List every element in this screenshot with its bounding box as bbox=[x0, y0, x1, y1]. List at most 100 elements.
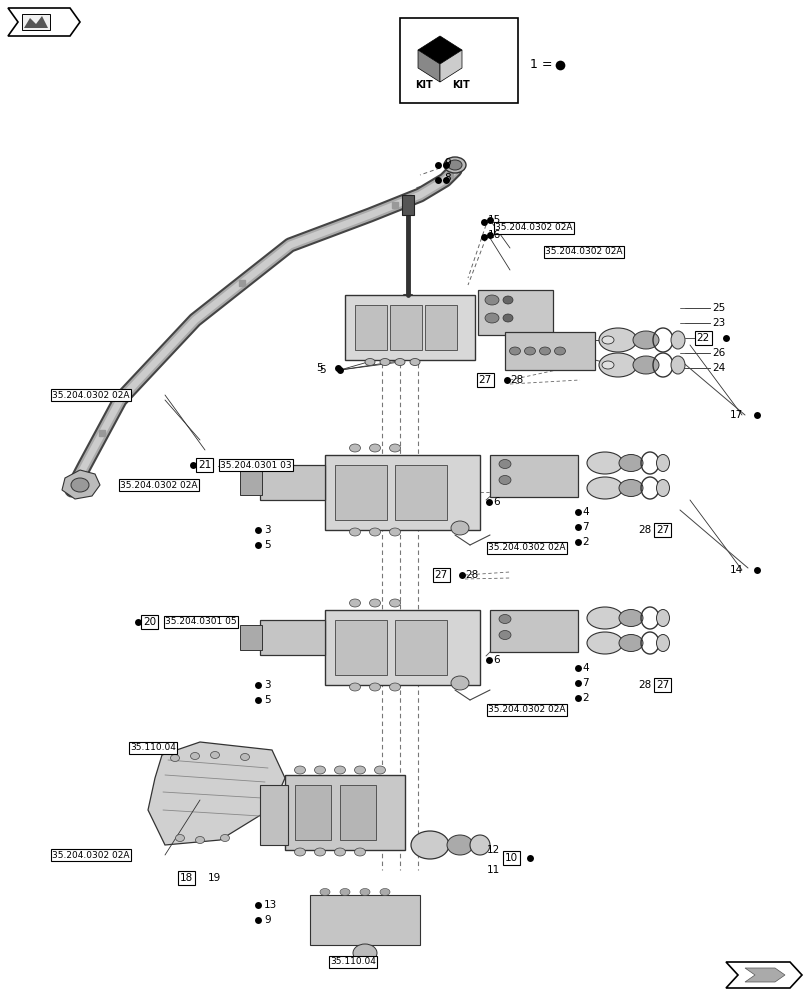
Ellipse shape bbox=[599, 328, 636, 352]
Ellipse shape bbox=[470, 835, 489, 855]
Ellipse shape bbox=[586, 477, 622, 499]
Ellipse shape bbox=[499, 631, 510, 640]
Ellipse shape bbox=[448, 160, 461, 170]
Ellipse shape bbox=[484, 295, 499, 305]
Ellipse shape bbox=[380, 359, 389, 365]
Ellipse shape bbox=[389, 599, 400, 607]
Text: 4: 4 bbox=[581, 507, 588, 517]
Bar bbox=[340, 785, 375, 840]
Text: 7: 7 bbox=[581, 522, 588, 532]
Bar bbox=[354, 305, 387, 350]
Ellipse shape bbox=[353, 944, 376, 962]
Ellipse shape bbox=[410, 359, 419, 365]
Ellipse shape bbox=[334, 848, 345, 856]
Ellipse shape bbox=[170, 754, 179, 762]
Ellipse shape bbox=[354, 766, 365, 774]
Ellipse shape bbox=[586, 607, 622, 629]
Polygon shape bbox=[148, 742, 285, 845]
Bar bbox=[324, 610, 479, 685]
Text: 10: 10 bbox=[504, 853, 517, 863]
Ellipse shape bbox=[191, 752, 200, 760]
Text: 12: 12 bbox=[487, 845, 500, 855]
Text: 35.204.0302 02A: 35.204.0302 02A bbox=[52, 390, 129, 399]
Text: 35.204.0302 02A: 35.204.0302 02A bbox=[52, 850, 129, 859]
Text: 13: 13 bbox=[264, 900, 277, 910]
Ellipse shape bbox=[655, 635, 669, 652]
Bar bbox=[389, 305, 422, 350]
Text: 5: 5 bbox=[316, 363, 323, 373]
Ellipse shape bbox=[499, 614, 510, 624]
Ellipse shape bbox=[369, 683, 380, 691]
Ellipse shape bbox=[175, 834, 184, 842]
Bar bbox=[240, 625, 262, 650]
Text: 35.204.0302 02A: 35.204.0302 02A bbox=[495, 224, 572, 232]
Ellipse shape bbox=[389, 444, 400, 452]
Ellipse shape bbox=[450, 676, 469, 690]
Text: 2: 2 bbox=[581, 537, 588, 547]
Ellipse shape bbox=[502, 314, 513, 322]
Text: 5: 5 bbox=[264, 695, 270, 705]
Text: 5: 5 bbox=[319, 365, 325, 375]
Ellipse shape bbox=[294, 766, 305, 774]
Ellipse shape bbox=[374, 766, 385, 774]
Ellipse shape bbox=[349, 683, 360, 691]
Bar bbox=[335, 465, 387, 520]
Bar bbox=[22, 14, 50, 30]
Bar bbox=[401, 195, 414, 215]
Ellipse shape bbox=[394, 359, 405, 365]
Ellipse shape bbox=[320, 888, 329, 896]
Ellipse shape bbox=[349, 599, 360, 607]
Text: 35.204.0302 02A: 35.204.0302 02A bbox=[544, 247, 622, 256]
Text: 20: 20 bbox=[143, 617, 156, 627]
Ellipse shape bbox=[618, 480, 642, 496]
Bar bbox=[504, 332, 594, 370]
Bar bbox=[400, 18, 517, 103]
Text: 4: 4 bbox=[581, 663, 588, 673]
Ellipse shape bbox=[349, 444, 360, 452]
Text: KIT: KIT bbox=[452, 80, 470, 90]
Text: KIT: KIT bbox=[414, 80, 432, 90]
Ellipse shape bbox=[618, 609, 642, 626]
Bar bbox=[310, 895, 419, 945]
Text: 8: 8 bbox=[444, 173, 450, 183]
Ellipse shape bbox=[450, 521, 469, 535]
Bar bbox=[394, 465, 446, 520]
Bar bbox=[478, 290, 552, 335]
Ellipse shape bbox=[539, 347, 550, 355]
Ellipse shape bbox=[601, 361, 613, 369]
Ellipse shape bbox=[670, 331, 684, 349]
Ellipse shape bbox=[655, 454, 669, 472]
Ellipse shape bbox=[410, 831, 448, 859]
Ellipse shape bbox=[508, 347, 520, 355]
Ellipse shape bbox=[314, 766, 325, 774]
Text: 35.204.0301 03: 35.204.0301 03 bbox=[220, 460, 291, 470]
Ellipse shape bbox=[369, 599, 380, 607]
Ellipse shape bbox=[446, 835, 473, 855]
Text: 35.110.04: 35.110.04 bbox=[329, 958, 375, 966]
Ellipse shape bbox=[554, 347, 564, 355]
Ellipse shape bbox=[444, 157, 466, 173]
Ellipse shape bbox=[618, 454, 642, 472]
Bar bbox=[260, 785, 288, 845]
Text: 16: 16 bbox=[487, 230, 500, 240]
Text: 24: 24 bbox=[711, 363, 724, 373]
Ellipse shape bbox=[499, 476, 510, 485]
Text: 28: 28 bbox=[637, 680, 650, 690]
Text: 9: 9 bbox=[444, 158, 450, 168]
Text: 35.110.04: 35.110.04 bbox=[130, 744, 176, 752]
Text: 3: 3 bbox=[264, 680, 270, 690]
Bar bbox=[345, 295, 474, 360]
Text: 35.204.0301 05: 35.204.0301 05 bbox=[165, 617, 236, 626]
Text: 15: 15 bbox=[487, 215, 500, 225]
Ellipse shape bbox=[633, 356, 659, 374]
Ellipse shape bbox=[369, 444, 380, 452]
Text: 6: 6 bbox=[492, 497, 499, 507]
Text: 14: 14 bbox=[729, 565, 742, 575]
Text: 22: 22 bbox=[696, 333, 709, 343]
Text: 35.204.0302 02A: 35.204.0302 02A bbox=[120, 481, 197, 489]
Text: 27: 27 bbox=[655, 680, 668, 690]
Ellipse shape bbox=[71, 478, 89, 492]
Text: 21: 21 bbox=[198, 460, 211, 470]
Ellipse shape bbox=[354, 848, 365, 856]
Ellipse shape bbox=[221, 834, 230, 842]
